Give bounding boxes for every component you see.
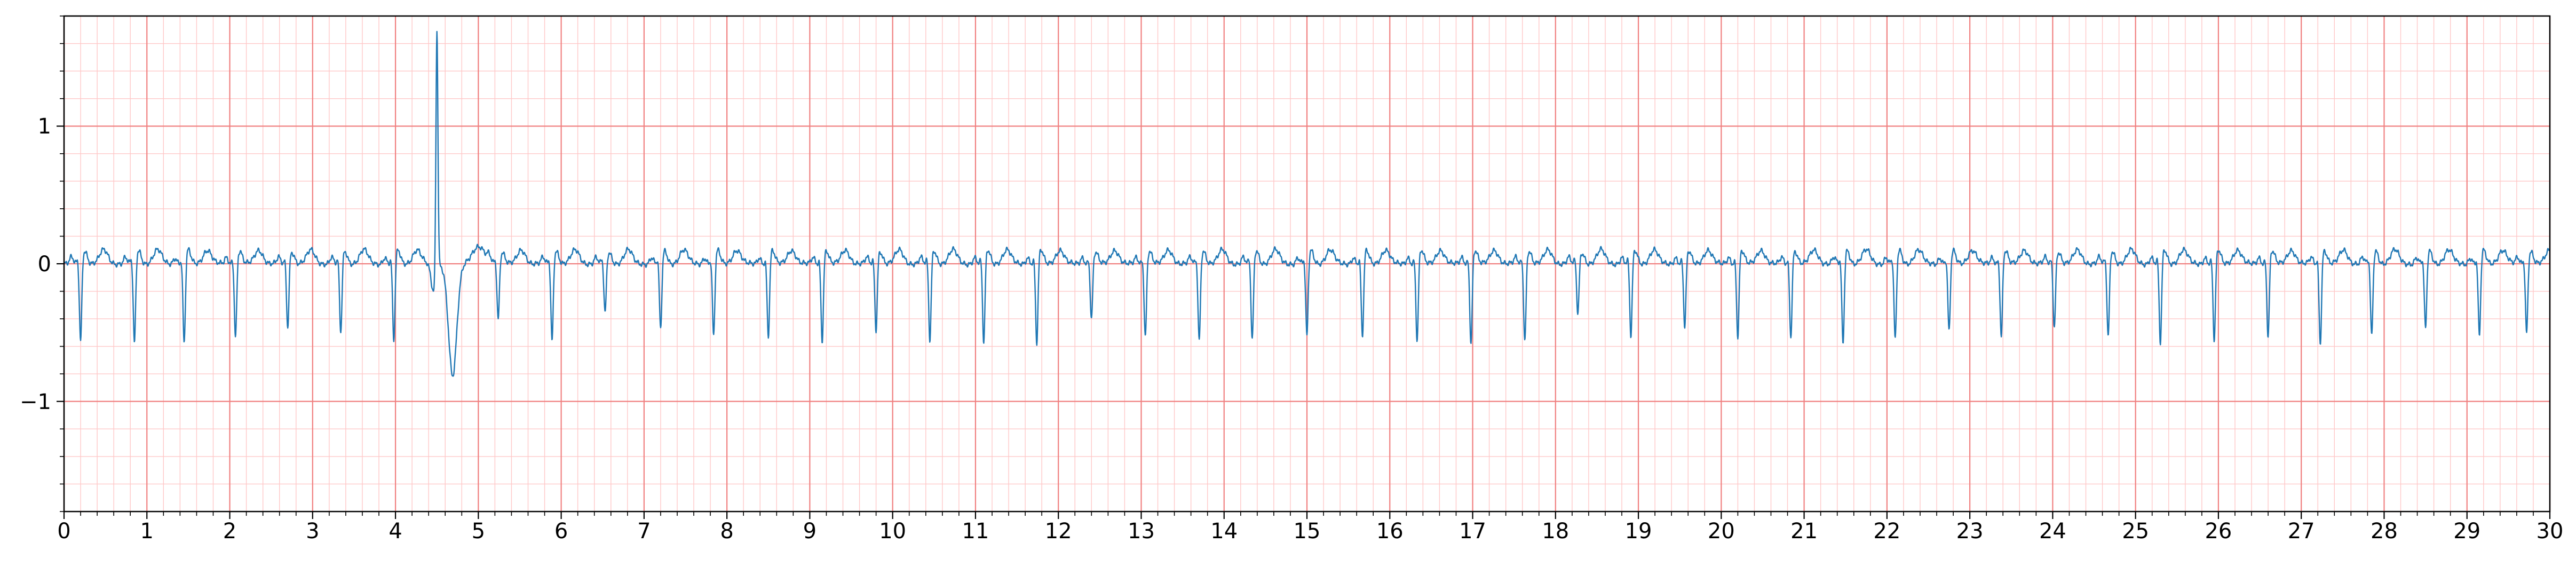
x-tick-label: 28 — [2371, 519, 2398, 544]
y-axis: 1 0 −1 — [20, 15, 64, 512]
x-tick-label: 20 — [1708, 519, 1735, 544]
x-tick-label: 1 — [140, 519, 154, 544]
x-tick-label: 16 — [1376, 519, 1404, 544]
x-tick-label: 15 — [1294, 519, 1321, 544]
x-tick-label: 3 — [306, 519, 319, 544]
x-tick-label: 5 — [472, 519, 485, 544]
x-tick-label: 14 — [1210, 519, 1238, 544]
x-tick-label: 17 — [1459, 519, 1486, 544]
x-tick-label: 4 — [389, 519, 402, 544]
x-tick-label: 19 — [1625, 519, 1652, 544]
x-tick-label: 9 — [803, 519, 817, 544]
x-tick-label: 7 — [637, 519, 651, 544]
series-layer — [64, 30, 2550, 377]
x-tick-label: 13 — [1128, 519, 1155, 544]
x-tick-label: 18 — [1542, 519, 1569, 544]
x-tick-label: 6 — [554, 519, 568, 544]
x-tick-label: 0 — [57, 519, 70, 544]
major-grid — [63, 16, 2551, 512]
ecg-trace-line — [64, 30, 2550, 377]
x-tick-label: 10 — [879, 519, 906, 544]
x-tick-label: 8 — [720, 519, 733, 544]
x-tick-label: 21 — [1790, 519, 1818, 544]
x-tick-label: 12 — [1045, 519, 1072, 544]
x-tick-label: 27 — [2288, 519, 2315, 544]
x-tick-label: 22 — [1873, 519, 1900, 544]
x-tick-label: 11 — [962, 519, 989, 544]
y-tick-label: 0 — [38, 252, 51, 277]
x-tick-label: 30 — [2537, 519, 2564, 544]
x-tick-label: 25 — [2122, 519, 2149, 544]
x-tick-label: 26 — [2205, 519, 2232, 544]
x-tick-label: 2 — [223, 519, 236, 544]
y-tick-label: 1 — [38, 114, 51, 139]
x-tick-label: 23 — [1956, 519, 1984, 544]
x-axis: 0 1 2 3 4 5 6 7 8 9 10 11 12 13 14 15 16 17 18 19 20 21 22 23 24… — [57, 512, 2563, 544]
x-tick-label: 29 — [2453, 519, 2480, 544]
x-tick-label: 24 — [2039, 519, 2066, 544]
y-tick-label: −1 — [20, 390, 51, 414]
